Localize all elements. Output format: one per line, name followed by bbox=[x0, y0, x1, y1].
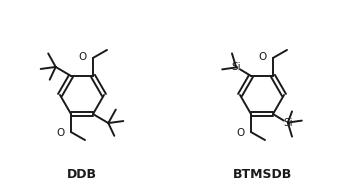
Text: O: O bbox=[57, 128, 65, 138]
Text: Si: Si bbox=[283, 118, 293, 128]
Text: O: O bbox=[79, 52, 87, 62]
Text: BTMSDB: BTMSDB bbox=[232, 169, 292, 181]
Text: O: O bbox=[237, 128, 245, 138]
Text: Si: Si bbox=[232, 62, 241, 72]
Text: DDB: DDB bbox=[67, 169, 97, 181]
Text: O: O bbox=[259, 52, 267, 62]
